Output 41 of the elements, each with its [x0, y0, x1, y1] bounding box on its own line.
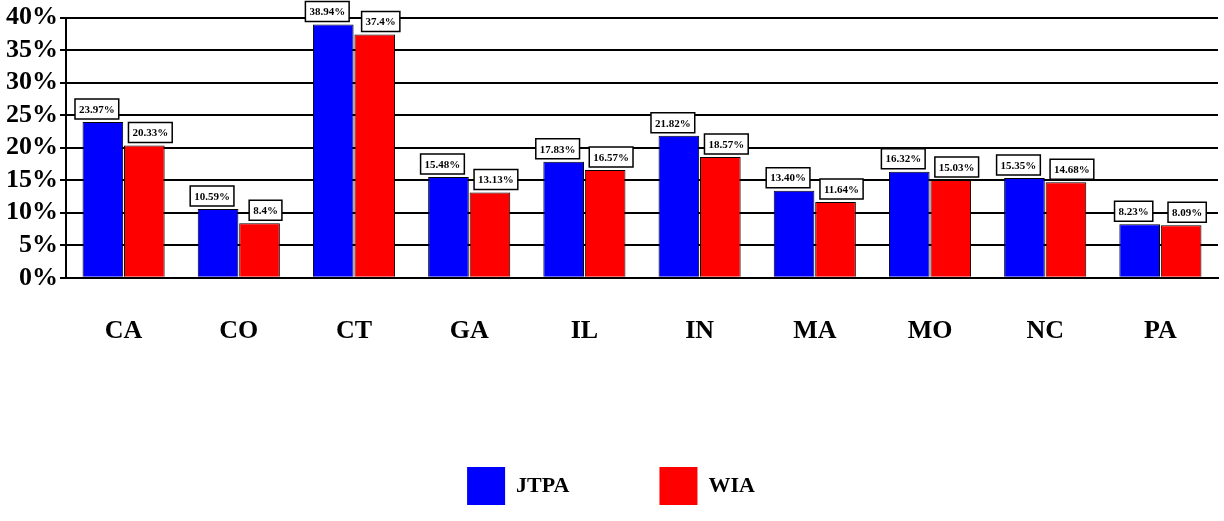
data-label: 15.35% — [1000, 158, 1037, 171]
data-label: 13.40% — [770, 171, 806, 184]
x-tick-label: CA — [104, 315, 143, 345]
data-label: 13.13% — [478, 173, 514, 186]
y-tick-label: 35% — [6, 33, 58, 63]
x-tick-label: GA — [449, 315, 489, 345]
x-tick-label: PA — [1144, 315, 1177, 345]
y-tick-label: 10% — [6, 196, 58, 226]
x-tick-label: IL — [570, 315, 599, 345]
data-label: 21.82% — [654, 116, 691, 129]
data-label: 10.59% — [194, 189, 230, 202]
data-label: 16.57% — [593, 150, 630, 163]
data-label: 8.23% — [1118, 205, 1149, 218]
data-label: 8.09% — [1172, 206, 1203, 219]
data-label: 20.33% — [132, 126, 169, 139]
y-tick-label: 30% — [6, 66, 58, 96]
y-tick-label: 20% — [6, 131, 58, 161]
legend-label: JTPA — [516, 471, 570, 497]
x-tick-label: MO — [907, 315, 953, 345]
data-label: 16.32% — [885, 152, 922, 165]
data-label: 15.48% — [424, 157, 461, 170]
x-tick-label: IN — [685, 315, 715, 345]
data-label: 15.03% — [938, 160, 975, 173]
y-tick-label: 40% — [6, 1, 58, 31]
y-tick-label: 0% — [19, 261, 58, 291]
data-label: 14.68% — [1054, 163, 1090, 176]
data-label: 17.83% — [539, 142, 576, 155]
y-tick-label: 15% — [6, 163, 58, 193]
data-label: 11.64% — [823, 182, 860, 195]
legend-label: WIA — [708, 471, 756, 497]
data-label: 23.97% — [78, 102, 115, 115]
x-tick-label: MA — [793, 315, 837, 345]
data-label: 18.57% — [708, 137, 745, 150]
data-label: 38.94% — [309, 5, 346, 18]
x-tick-label: CO — [219, 315, 259, 345]
data-label: 8.4% — [253, 204, 278, 216]
x-tick-label: CT — [335, 315, 373, 345]
x-tick-label: NC — [1026, 315, 1064, 345]
y-tick-label: 5% — [19, 228, 58, 258]
y-tick-label: 25% — [6, 98, 58, 128]
data-label: 37.4% — [365, 15, 396, 28]
